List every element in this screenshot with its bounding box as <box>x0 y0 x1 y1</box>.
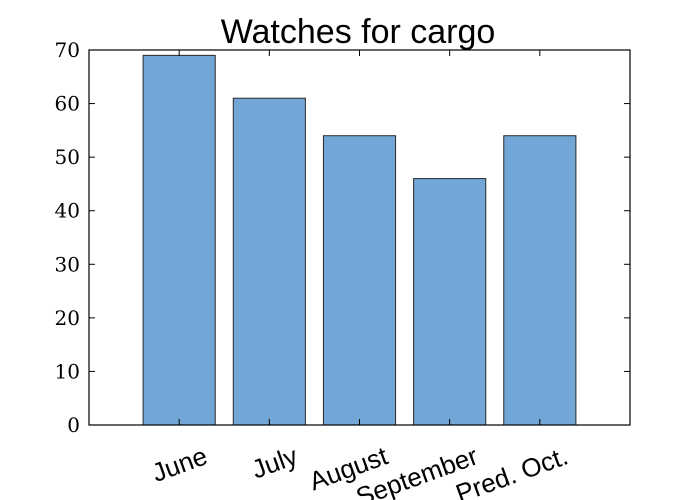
y-tick-label: 10 <box>55 359 80 383</box>
bar-june <box>142 54 216 426</box>
y-tick-label: 70 <box>55 38 80 62</box>
chart-title: Watches for cargo <box>221 13 496 51</box>
bar-pred-oct <box>503 135 577 426</box>
bar-september <box>413 178 487 426</box>
x-tick-label: June <box>148 440 211 487</box>
x-tick-label: July <box>248 440 302 484</box>
y-tick-label: 30 <box>55 252 80 276</box>
y-tick-label: 50 <box>55 145 80 169</box>
bar-august <box>322 135 397 426</box>
y-tick-label: 20 <box>55 306 80 330</box>
y-tick-label: 0 <box>67 413 80 437</box>
y-axis-ticks: 0 10 20 30 40 50 60 70 <box>55 38 630 437</box>
y-tick-label: 40 <box>55 199 80 223</box>
y-tick-label: 60 <box>55 92 80 116</box>
bar-july <box>232 97 306 426</box>
bars-group <box>142 54 577 426</box>
plot-frame <box>88 49 631 426</box>
